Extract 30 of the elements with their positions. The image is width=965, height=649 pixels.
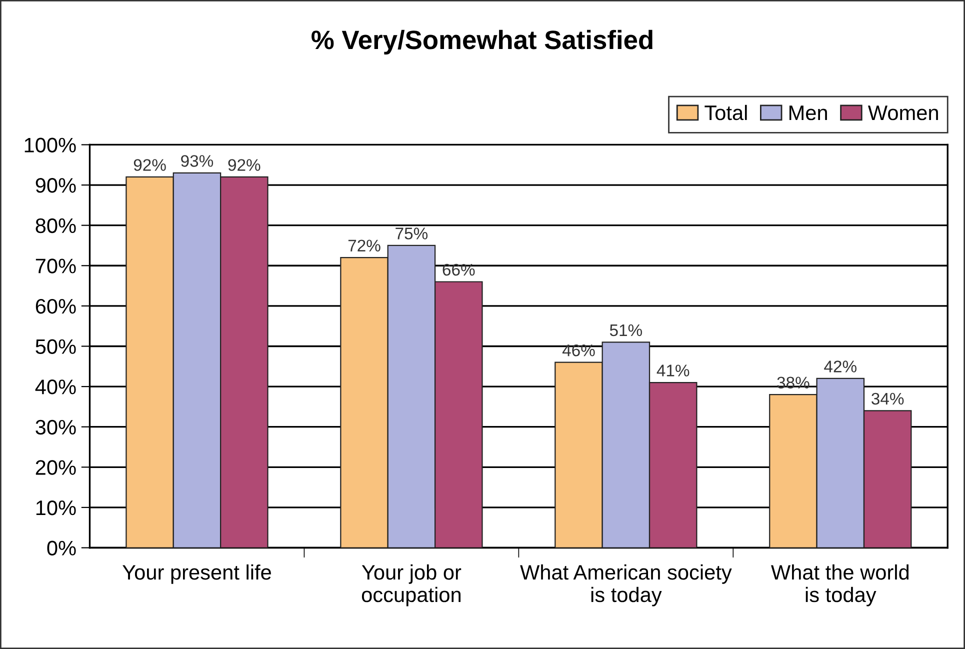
y-tick-label: 40% bbox=[35, 380, 76, 394]
y-tick-label: 50% bbox=[36, 339, 76, 354]
data-label: 51% bbox=[610, 324, 642, 336]
data-label: 41% bbox=[656, 364, 690, 376]
y-tick-label: 20% bbox=[36, 460, 76, 475]
x-tick-label: Your present life bbox=[122, 564, 271, 584]
legend-label: Men bbox=[789, 106, 827, 120]
y-tick-label: 100% bbox=[24, 138, 76, 152]
data-label: 34% bbox=[872, 392, 904, 405]
y-tick-label: 60% bbox=[36, 298, 76, 314]
data-label: 46% bbox=[562, 344, 595, 356]
y-tick-label: 80% bbox=[36, 218, 76, 234]
data-label: 75% bbox=[396, 228, 428, 240]
y-tick-label: 70% bbox=[36, 258, 76, 274]
data-label: 92% bbox=[228, 159, 260, 171]
legend-label: Total bbox=[704, 104, 747, 120]
data-label: 93% bbox=[181, 155, 214, 167]
x-tick-label: What American society is today bbox=[520, 564, 732, 606]
x-tick-label: What the world is today bbox=[771, 564, 909, 606]
x-tick-label: Your job or occupation bbox=[362, 564, 462, 606]
chart-title: % Very/Somewhat Satisfied bbox=[312, 30, 652, 54]
y-tick-label: 90% bbox=[36, 178, 76, 193]
y-tick-label: 30% bbox=[36, 420, 76, 435]
data-label: 42% bbox=[824, 360, 856, 372]
data-label: 92% bbox=[134, 159, 166, 171]
data-label: 66% bbox=[442, 264, 475, 276]
y-tick-label: 0% bbox=[47, 540, 76, 556]
data-label: 72% bbox=[348, 240, 380, 252]
y-tick-label: 10% bbox=[36, 500, 76, 516]
legend-label: Women bbox=[868, 106, 938, 120]
